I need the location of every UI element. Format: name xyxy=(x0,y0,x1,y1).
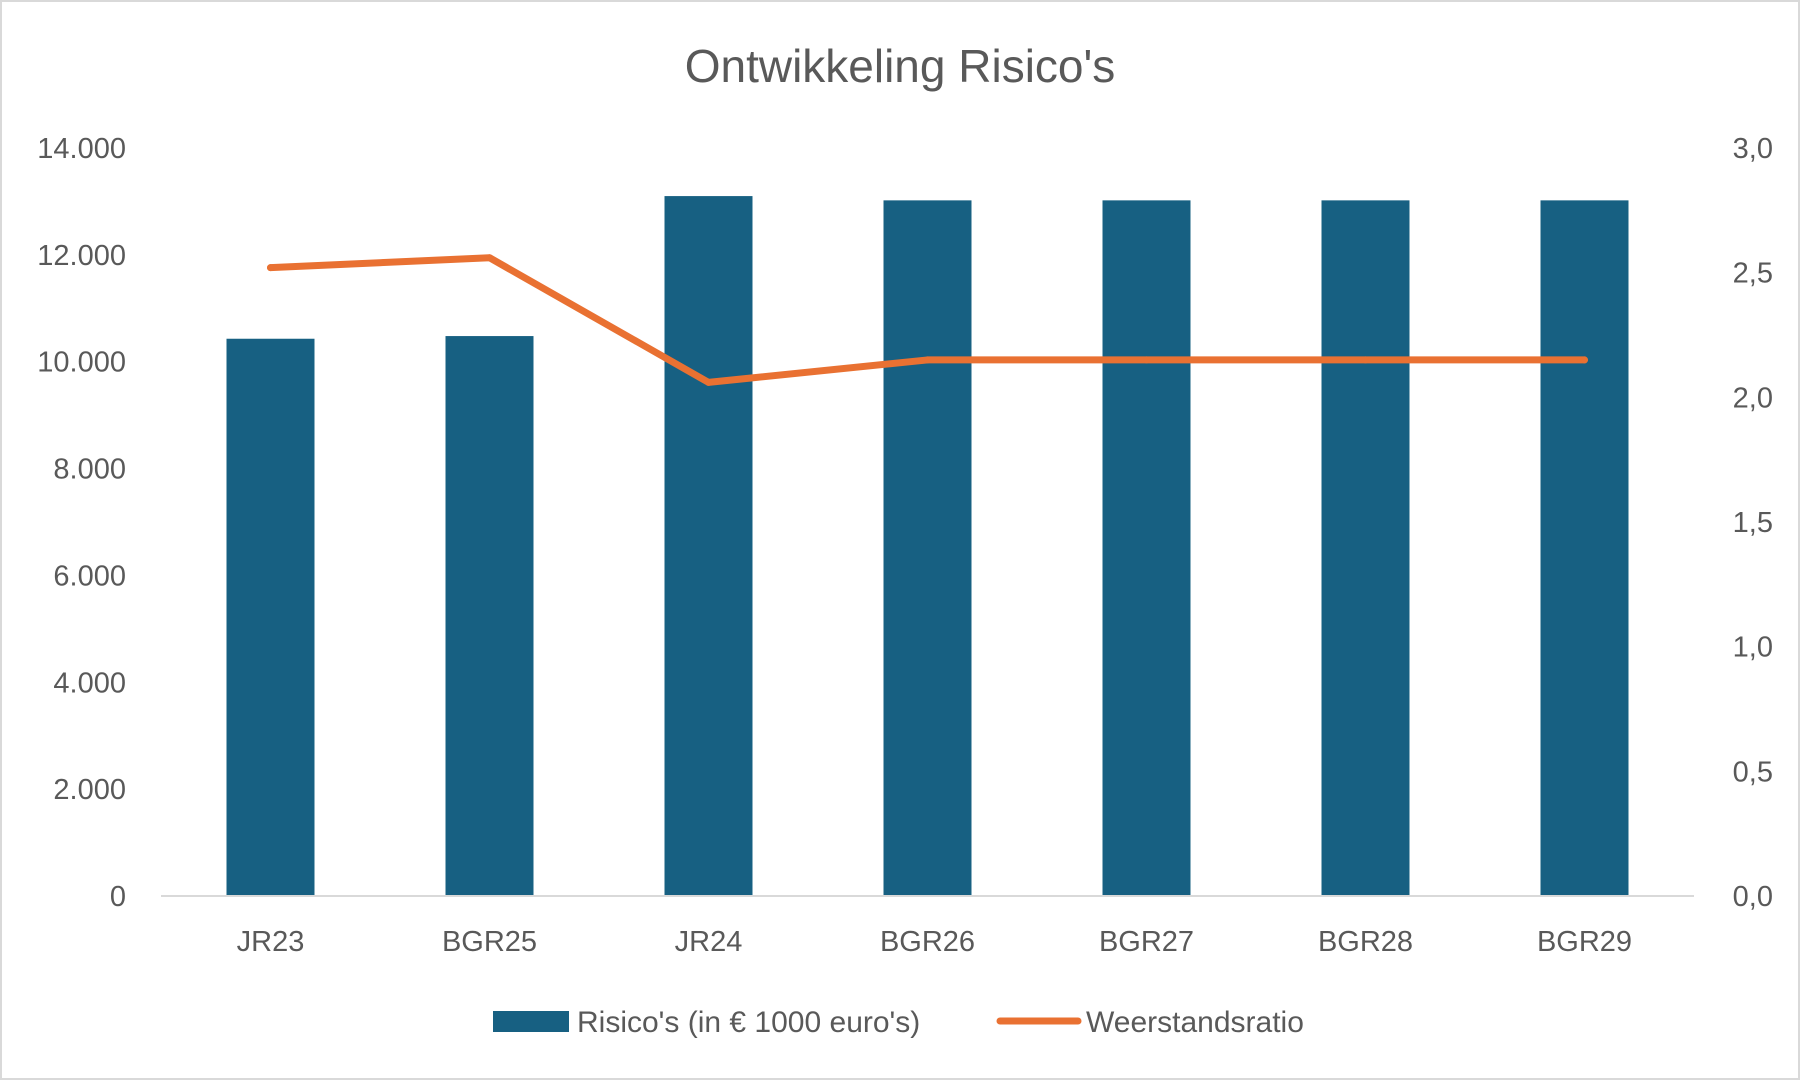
line-series xyxy=(267,254,1588,386)
bar xyxy=(445,336,534,896)
right-axis-tick-label: 2,0 xyxy=(1733,382,1773,414)
left-axis-tick-label: 8.000 xyxy=(53,454,126,486)
line-point xyxy=(924,356,931,364)
x-axis-tick-label: JR24 xyxy=(675,926,743,958)
left-axis-tick-label: 12.000 xyxy=(37,240,126,272)
chart-title: Ontwikkeling Risico's xyxy=(685,40,1116,92)
bar xyxy=(226,338,315,896)
right-axis-tick-label: 0,0 xyxy=(1733,881,1773,913)
x-axis-labels: JR23 BGR25 JR24 BGR26 BGR27 BGR28 BGR29 xyxy=(237,926,1632,958)
right-axis-tick-label: 1,5 xyxy=(1733,507,1773,539)
bar-series xyxy=(226,196,1629,897)
x-axis-tick-label: BGR25 xyxy=(442,926,537,958)
right-axis-tick-label: 3,0 xyxy=(1733,133,1773,165)
legend-label-weerstandsratio: Weerstandsratio xyxy=(1086,1006,1304,1039)
legend-swatch-risicos xyxy=(493,1011,569,1032)
line-point xyxy=(1362,356,1369,364)
legend-label-risicos: Risico's (in € 1000 euro's) xyxy=(577,1006,920,1039)
line-point xyxy=(705,378,712,386)
line-point xyxy=(486,254,493,262)
line-point xyxy=(1143,356,1150,364)
x-axis-tick-label: BGR29 xyxy=(1537,926,1632,958)
x-axis-tick-label: BGR28 xyxy=(1318,926,1413,958)
x-axis-tick-label: BGR26 xyxy=(880,926,975,958)
x-axis-tick-label: JR23 xyxy=(237,926,305,958)
right-axis-tick-label: 0,5 xyxy=(1733,756,1773,788)
bar xyxy=(1540,200,1629,897)
line-point xyxy=(267,264,274,272)
left-axis-tick-label: 14.000 xyxy=(37,133,126,165)
left-axis-tick-label: 2.000 xyxy=(53,774,126,806)
bar xyxy=(883,200,972,897)
bar xyxy=(664,196,753,897)
left-axis: 0 2.000 4.000 6.000 8.000 10.000 12.000 14.000 xyxy=(37,133,126,913)
right-axis: 0,0 0,5 1,0 1,5 2,0 2,5 3,0 xyxy=(1733,133,1773,913)
legend: Risico's (in € 1000 euro's) Weerstandsra… xyxy=(493,1006,1304,1039)
left-axis-tick-label: 4.000 xyxy=(53,667,126,699)
left-axis-tick-label: 10.000 xyxy=(37,347,126,379)
x-axis-tick-label: BGR27 xyxy=(1099,926,1194,958)
right-axis-tick-label: 1,0 xyxy=(1733,632,1773,664)
bar xyxy=(1102,200,1191,897)
bar xyxy=(1321,200,1410,897)
left-axis-tick-label: 6.000 xyxy=(53,560,126,592)
right-axis-tick-label: 2,5 xyxy=(1733,258,1773,290)
line-point xyxy=(1581,356,1588,364)
left-axis-tick-label: 0 xyxy=(110,881,126,913)
